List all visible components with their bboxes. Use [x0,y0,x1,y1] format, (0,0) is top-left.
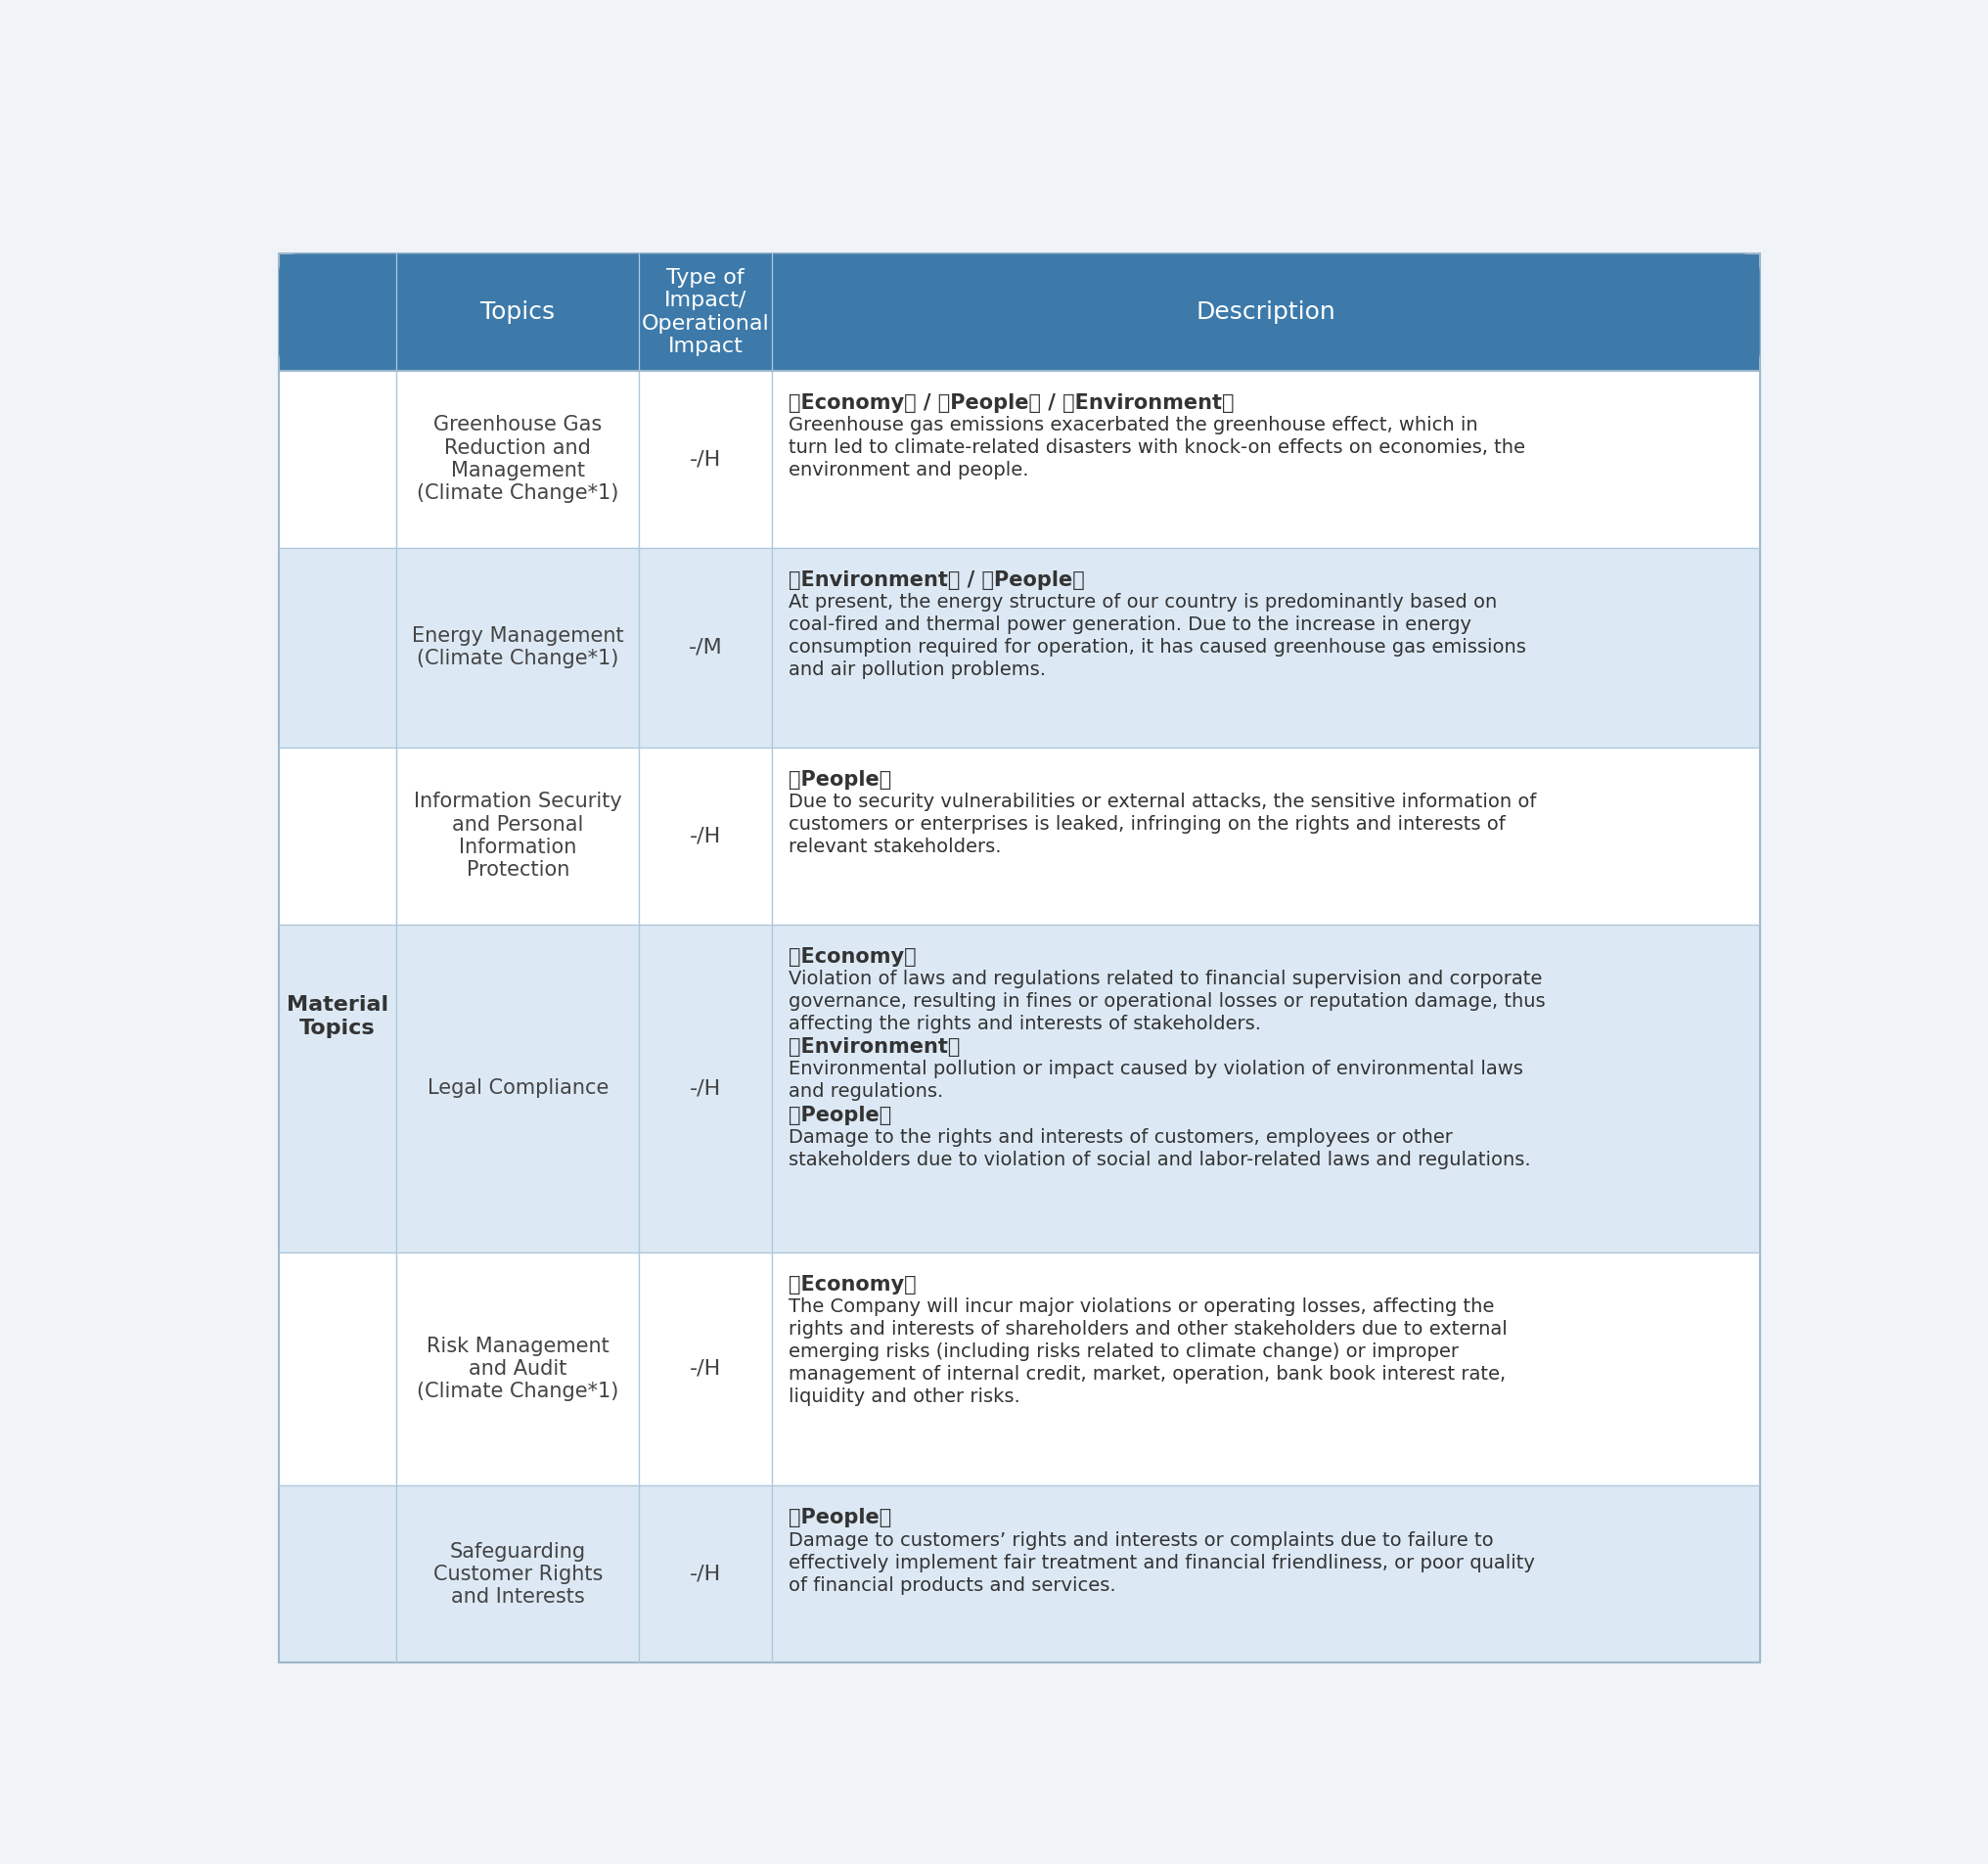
Text: 【Economy】: 【Economy】 [787,947,916,967]
Bar [278,371,396,548]
Text: Legal Compliance: Legal Compliance [427,1079,608,1098]
Text: environment and people.: environment and people. [787,460,1028,479]
Text: Safeguarding
Customer Rights
and Interests: Safeguarding Customer Rights and Interes… [433,1542,602,1607]
Text: 【People】: 【People】 [787,1508,891,1528]
Text: Due to security vulnerabilities or external attacks, the sensitive information o: Due to security vulnerabilities or exter… [787,792,1535,811]
Text: turn led to climate-related disasters with knock-on effects on economies, the: turn led to climate-related disasters wi… [787,438,1525,457]
Text: Risk Management
and Audit
(Climate Change*1): Risk Management and Audit (Climate Chang… [417,1336,618,1402]
Text: -/H: -/H [690,1564,722,1584]
Text: 【Environment】: 【Environment】 [787,1038,960,1057]
Text: affecting the rights and interests of stakeholders.: affecting the rights and interests of st… [787,1014,1260,1033]
Text: consumption required for operation, it has caused greenhouse gas emissions: consumption required for operation, it h… [787,637,1525,656]
Text: emerging risks (including risks related to climate change) or improper: emerging risks (including risks related … [787,1342,1457,1361]
Text: effectively implement fair treatment and financial friendliness, or poor quality: effectively implement fair treatment and… [787,1553,1535,1571]
Text: -/M: -/M [688,637,722,658]
Bar [638,925,771,1253]
Bar [396,548,638,747]
Bar [638,1253,771,1486]
Bar [278,1253,396,1486]
Text: The Company will incur major violations or operating losses, affecting the: The Company will incur major violations … [787,1297,1493,1316]
Text: relevant stakeholders.: relevant stakeholders. [787,837,1000,856]
Text: Type of
Impact/
Operational
Impact: Type of Impact/ Operational Impact [642,268,769,356]
Text: coal-fired and thermal power generation. Due to the increase in energy: coal-fired and thermal power generation.… [787,615,1471,634]
Text: stakeholders due to violation of social and labor-related laws and regulations.: stakeholders due to violation of social … [787,1150,1531,1169]
Text: customers or enterprises is leaked, infringing on the rights and interests of: customers or enterprises is leaked, infr… [787,815,1505,833]
Bar [278,254,1759,371]
Text: Damage to the rights and interests of customers, employees or other: Damage to the rights and interests of cu… [787,1128,1451,1146]
Text: Environmental pollution or impact caused by violation of environmental laws: Environmental pollution or impact caused… [787,1061,1523,1079]
Text: Damage to customers’ rights and interests or complaints due to failure to: Damage to customers’ rights and interest… [787,1530,1493,1549]
Text: -/H: -/H [690,449,722,470]
Bar [771,925,1759,1253]
Text: -/H: -/H [690,1359,722,1379]
Text: 【People】: 【People】 [787,1105,891,1124]
Text: At present, the energy structure of our country is predominantly based on: At present, the energy structure of our … [787,593,1497,611]
Text: Information Security
and Personal
Information
Protection: Information Security and Personal Inform… [414,792,622,880]
Bar [278,747,396,925]
Text: -/H: -/H [690,1079,722,1098]
Text: of financial products and services.: of financial products and services. [787,1577,1115,1596]
Bar [771,371,1759,548]
Bar [278,925,396,1253]
Text: 【Economy】: 【Economy】 [787,1275,916,1294]
Text: -/H: -/H [690,826,722,846]
Bar [638,1486,771,1663]
Text: Topics: Topics [481,300,555,324]
Text: Description: Description [1195,300,1336,324]
Bar [278,548,396,747]
Bar [396,1486,638,1663]
Bar [638,371,771,548]
Bar [771,1486,1759,1663]
Text: 【People】: 【People】 [787,770,891,790]
Text: and air pollution problems.: and air pollution problems. [787,660,1046,678]
Bar [638,548,771,747]
Text: liquidity and other risks.: liquidity and other risks. [787,1387,1020,1405]
Bar [771,1253,1759,1486]
Bar [638,747,771,925]
Text: 【Environment】 / 【People】: 【Environment】 / 【People】 [787,570,1083,589]
Bar [278,1486,396,1663]
Bar [396,1253,638,1486]
FancyBboxPatch shape [278,254,1759,371]
Bar [396,371,638,548]
Text: Material
Topics: Material Topics [286,995,388,1038]
Bar [396,925,638,1253]
Bar [771,747,1759,925]
Text: management of internal credit, market, operation, bank book interest rate,: management of internal credit, market, o… [787,1364,1505,1383]
Text: governance, resulting in fines or operational losses or reputation damage, thus: governance, resulting in fines or operat… [787,992,1545,1010]
Bar [771,548,1759,747]
Text: Violation of laws and regulations related to financial supervision and corporate: Violation of laws and regulations relate… [787,969,1541,988]
Text: rights and interests of shareholders and other stakeholders due to external: rights and interests of shareholders and… [787,1320,1507,1338]
Text: Greenhouse Gas
Reduction and
Management
(Climate Change*1): Greenhouse Gas Reduction and Management … [417,416,618,503]
Text: Greenhouse gas emissions exacerbated the greenhouse effect, which in: Greenhouse gas emissions exacerbated the… [787,416,1477,434]
Text: and regulations.: and regulations. [787,1083,942,1102]
Text: Energy Management
(Climate Change*1): Energy Management (Climate Change*1) [412,626,624,669]
Bar [396,747,638,925]
Text: 【Economy】 / 【People】 / 【Environment】: 【Economy】 / 【People】 / 【Environment】 [787,393,1233,412]
